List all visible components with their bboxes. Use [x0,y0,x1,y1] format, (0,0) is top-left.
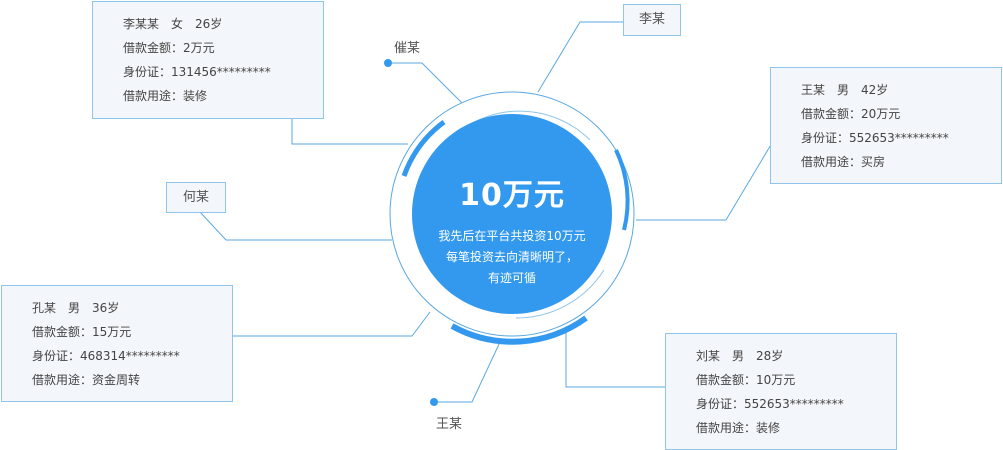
connector-line-bottom-left [233,311,431,337]
ring-arc-upper-left [401,119,446,177]
inner-arc-bottom [515,269,605,319]
center-circle [412,114,612,314]
wang-bottom-dot [430,398,438,406]
ring-arc-right [614,149,630,231]
borrower-gender: 女 [171,17,184,31]
borrower-name: 孔某 [32,301,57,315]
tag-li-label: 李某 [638,12,665,27]
borrower-card-liu: 刘某男 28岁 借款金额：10万元 身份证：552653********* 借款用… [665,333,897,450]
borrower-gender: 男 [837,83,850,97]
loan-purpose: 借款用途：装修 [696,421,781,435]
borrower-name: 刘某 [696,349,721,363]
borrower-gender: 男 [68,301,81,315]
card-header: 王某男 42岁 [801,78,987,102]
outer-ring [389,91,635,337]
label-wang-bottom: 王某 [436,417,463,432]
borrower-card-li: 李某某女 26岁 借款金额：2万元 身份证：131456********* 借款用… [92,1,324,119]
loan-purpose: 借款用途：装修 [123,89,208,103]
center-amount: 10万元 [459,178,565,213]
connector-line-he [199,211,392,241]
loan-amount: 借款金额：2万元 [123,41,215,55]
borrower-gender: 男 [732,349,745,363]
connector-line-top-left [291,118,408,145]
borrower-age: 28岁 [756,349,784,363]
loan-amount: 借款金额：15万元 [32,325,132,339]
ring-arc-lower [450,315,588,345]
tag-he-label: 何某 [182,190,209,205]
borrower-age: 36岁 [92,301,120,315]
borrower-card-kong: 孔某男 36岁 借款金额：15万元 身份证：468314********* 借款用… [1,285,233,402]
loan-amount: 借款金额：20万元 [801,107,901,121]
center-desc-line-2: 每笔投资去向清晰明了， [445,250,578,264]
id-number: 身份证：552653********* [696,397,844,411]
id-number: 身份证：552653********* [801,131,949,145]
label-cui: 催某 [394,41,421,56]
loan-purpose: 借款用途：买房 [801,155,886,169]
center-desc-line-1: 我先后在平台共投资10万元 [438,229,586,243]
connector-line-wang-bottom [434,341,501,403]
borrower-card-wang: 王某男 42岁 借款金额：20万元 身份证：552653********* 借款用… [770,67,1002,184]
borrower-name: 王某 [801,83,826,97]
id-number: 身份证：468314********* [32,349,180,363]
center-description: 我先后在平台共投资10万元 每笔投资去向清晰明了， 有迹可循 [412,226,612,289]
card-header: 孔某男 36岁 [32,296,218,320]
cui-dot [384,59,392,67]
borrower-age: 42岁 [861,83,889,97]
connector-line-cui [388,62,463,104]
card-header: 李某某女 26岁 [123,12,309,36]
tag-li: 李某 [623,4,681,36]
loan-purpose: 借款用途：资金周转 [32,373,141,387]
connector-line-li [537,21,626,93]
borrower-name: 李某某 [123,17,160,31]
loan-amount: 借款金额：10万元 [696,373,796,387]
center-desc-line-3: 有迹可循 [487,271,536,285]
id-number: 身份证：131456********* [123,65,271,79]
card-header: 刘某男 28岁 [696,344,882,368]
connector-line-right [636,142,773,221]
connector-line-bottom-right [565,330,665,388]
borrower-age: 26岁 [195,17,223,31]
tag-he: 何某 [166,182,226,213]
